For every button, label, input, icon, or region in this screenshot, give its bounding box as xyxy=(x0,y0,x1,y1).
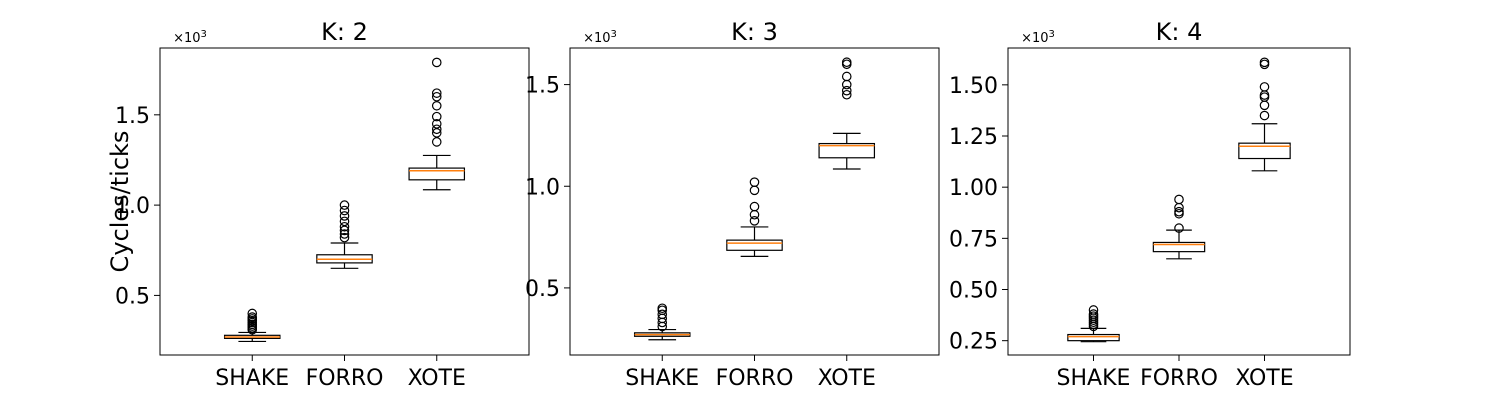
plot-frame xyxy=(569,47,940,356)
axis-multiplier-label: ×103 xyxy=(583,29,617,46)
multiplier-exponent: 3 xyxy=(1049,29,1055,40)
box-shake xyxy=(1067,305,1120,343)
x-tick-label: SHAKE xyxy=(625,366,699,391)
box-iqr xyxy=(408,167,466,181)
chart-title: K: 3 xyxy=(731,18,778,46)
outlier-point xyxy=(657,309,668,320)
y-tick-label: 1.0 xyxy=(525,175,560,200)
y-tick-label: 0.5 xyxy=(525,277,560,302)
y-tick-label: 1.0 xyxy=(115,194,150,219)
box-iqr xyxy=(818,142,876,159)
plot-frame xyxy=(1007,47,1351,356)
y-tick-label: 0.75 xyxy=(949,227,998,252)
x-tick-label: XOTE xyxy=(818,366,876,391)
box-xote xyxy=(408,57,466,191)
outlier-point xyxy=(841,89,852,100)
chart-title: K: 2 xyxy=(321,18,368,46)
outlier-point xyxy=(1088,305,1099,315)
outlier-point xyxy=(339,211,350,221)
x-tick-label: SHAKE xyxy=(1057,366,1131,391)
box-iqr xyxy=(1152,241,1206,253)
y-tick-label: 1.50 xyxy=(949,74,998,99)
outlier-point xyxy=(431,137,442,147)
outlier-point xyxy=(247,308,258,319)
y-tick-label: 1.5 xyxy=(115,104,150,129)
outlier-point xyxy=(657,303,668,314)
y-tick-label: 0.50 xyxy=(949,279,998,304)
outlier-point xyxy=(431,88,442,98)
multiplier-exponent: 3 xyxy=(201,29,207,40)
box-forro xyxy=(1152,194,1206,260)
outlier-point xyxy=(1259,82,1270,92)
outlier-point xyxy=(247,312,258,322)
chart-panel-2: 0.5 1.0 1.5 ×103 K: 3 SHAKE FORRO XOTE xyxy=(525,18,940,391)
x-tick-label: XOTE xyxy=(1235,366,1293,391)
outlier-point xyxy=(339,205,350,216)
outlier-point xyxy=(431,119,442,129)
x-tick-label: FORRO xyxy=(716,366,794,391)
outlier-point xyxy=(1174,223,1184,233)
box-shake xyxy=(223,308,281,343)
outlier-point xyxy=(339,216,350,227)
x-tick-label: XOTE xyxy=(408,366,466,391)
outlier-point xyxy=(431,57,442,68)
multiplier-base: ×10 xyxy=(173,31,200,46)
chart-panel-1: 0.5 1.0 1.5 ×103 K: 2 Cycles/ticks SHAKE FORRO X… xyxy=(106,18,530,391)
outlier-point xyxy=(339,225,350,236)
chart-panel-3: 0.25 0.50 0.75 1.00 1.25 1.50 ×103 K: 4 SHAKE FOR… xyxy=(949,18,1351,391)
outlier-point xyxy=(339,200,350,210)
multiplier-base: ×10 xyxy=(1021,31,1048,46)
y-tick-label: 1.25 xyxy=(949,125,998,150)
x-tick-label: FORRO xyxy=(1140,366,1218,391)
outlier-point xyxy=(841,71,852,82)
y-axis-label: Cycles/ticks xyxy=(106,131,134,273)
outlier-point xyxy=(339,229,350,239)
outlier-point xyxy=(431,124,442,135)
multiplier-exponent: 3 xyxy=(611,29,617,40)
box-iqr xyxy=(1238,142,1291,160)
outlier-point xyxy=(431,111,442,122)
outlier-point xyxy=(841,57,852,68)
outlier-point xyxy=(431,128,442,138)
box-xote xyxy=(1238,57,1291,172)
outlier-point xyxy=(339,221,350,232)
box-xote xyxy=(818,57,876,170)
chart-title: K: 4 xyxy=(1156,18,1203,46)
outlier-point xyxy=(749,201,760,212)
outlier-point xyxy=(339,232,350,243)
axis-multiplier-label: ×103 xyxy=(1021,29,1055,46)
x-tick-label: SHAKE xyxy=(215,366,289,391)
outlier-point xyxy=(431,91,442,102)
outlier-point xyxy=(749,177,760,187)
outlier-point xyxy=(841,85,852,96)
box-forro xyxy=(726,177,783,257)
box-iqr xyxy=(1067,333,1120,342)
outlier-point xyxy=(431,100,442,111)
y-tick-label: 1.5 xyxy=(525,74,560,99)
outlier-point xyxy=(1174,206,1184,217)
y-tick-label: 0.25 xyxy=(949,330,998,355)
y-tick-label: 1.00 xyxy=(949,176,998,201)
outlier-point xyxy=(1259,110,1270,121)
box-iqr xyxy=(726,239,783,251)
axis-multiplier-label: ×103 xyxy=(173,29,207,46)
box-forro xyxy=(316,200,373,269)
outlier-point xyxy=(749,216,760,226)
x-tick-label: FORRO xyxy=(306,366,384,391)
plot-frame xyxy=(159,47,530,356)
outlier-point xyxy=(1259,57,1270,68)
outlier-point xyxy=(1088,309,1099,319)
outlier-point xyxy=(1174,194,1184,205)
box-shake xyxy=(633,303,691,341)
y-tick-label: 0.5 xyxy=(115,284,150,309)
multiplier-base: ×10 xyxy=(583,31,610,46)
